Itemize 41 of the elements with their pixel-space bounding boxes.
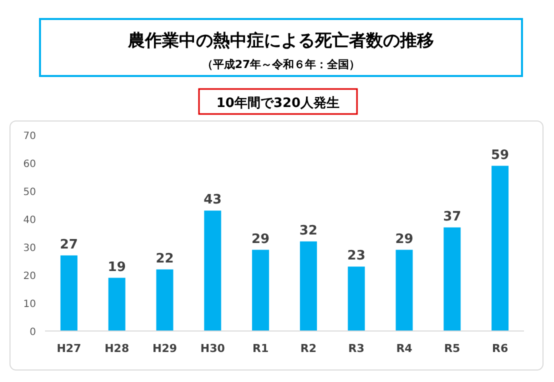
data-label: 59 bbox=[491, 148, 510, 163]
data-label: 23 bbox=[347, 248, 366, 264]
bar bbox=[396, 250, 413, 331]
x-tick-label: R5 bbox=[444, 342, 460, 355]
bar bbox=[492, 166, 509, 331]
bar bbox=[204, 210, 222, 331]
bar bbox=[300, 241, 317, 331]
x-tick-label: R3 bbox=[348, 342, 364, 355]
x-tick-label: H27 bbox=[56, 342, 82, 355]
data-label: 32 bbox=[299, 223, 318, 238]
x-tick-label: R2 bbox=[300, 342, 317, 355]
y-tick-label: 10 bbox=[23, 299, 36, 310]
x-tick-label: R4 bbox=[396, 342, 413, 355]
y-tick-label: 60 bbox=[23, 159, 36, 170]
x-tick-label: R6 bbox=[492, 342, 508, 355]
bar bbox=[60, 255, 78, 331]
chart-subtitle: （平成27年～令和６年：全国） bbox=[202, 58, 360, 71]
x-tick-label: H29 bbox=[152, 342, 178, 355]
y-tick-label: 50 bbox=[23, 187, 36, 198]
bar bbox=[252, 250, 270, 331]
chart-title: 農作業中の熱中症による死亡者数の推移 bbox=[127, 31, 434, 51]
y-tick-label: 20 bbox=[23, 271, 36, 282]
x-tick-label: H30 bbox=[200, 342, 226, 355]
data-label: 37 bbox=[443, 209, 462, 224]
data-label: 22 bbox=[156, 251, 174, 266]
x-tick-label: R1 bbox=[252, 342, 269, 355]
data-label: 19 bbox=[108, 260, 126, 275]
data-label: 29 bbox=[395, 232, 414, 247]
y-tick-label: 40 bbox=[23, 215, 36, 226]
data-label: 43 bbox=[204, 192, 222, 208]
y-tick-label: 70 bbox=[23, 131, 36, 142]
data-label: 29 bbox=[252, 232, 270, 247]
data-label: 27 bbox=[60, 237, 78, 252]
y-tick-label: 30 bbox=[23, 243, 36, 254]
bar bbox=[156, 269, 174, 331]
text: 10年間で320人発生 bbox=[216, 96, 340, 111]
bar bbox=[444, 227, 461, 331]
bar bbox=[348, 266, 365, 331]
y-tick-label: 0 bbox=[30, 327, 36, 338]
x-tick-label: H28 bbox=[104, 342, 130, 355]
bar bbox=[108, 278, 126, 331]
